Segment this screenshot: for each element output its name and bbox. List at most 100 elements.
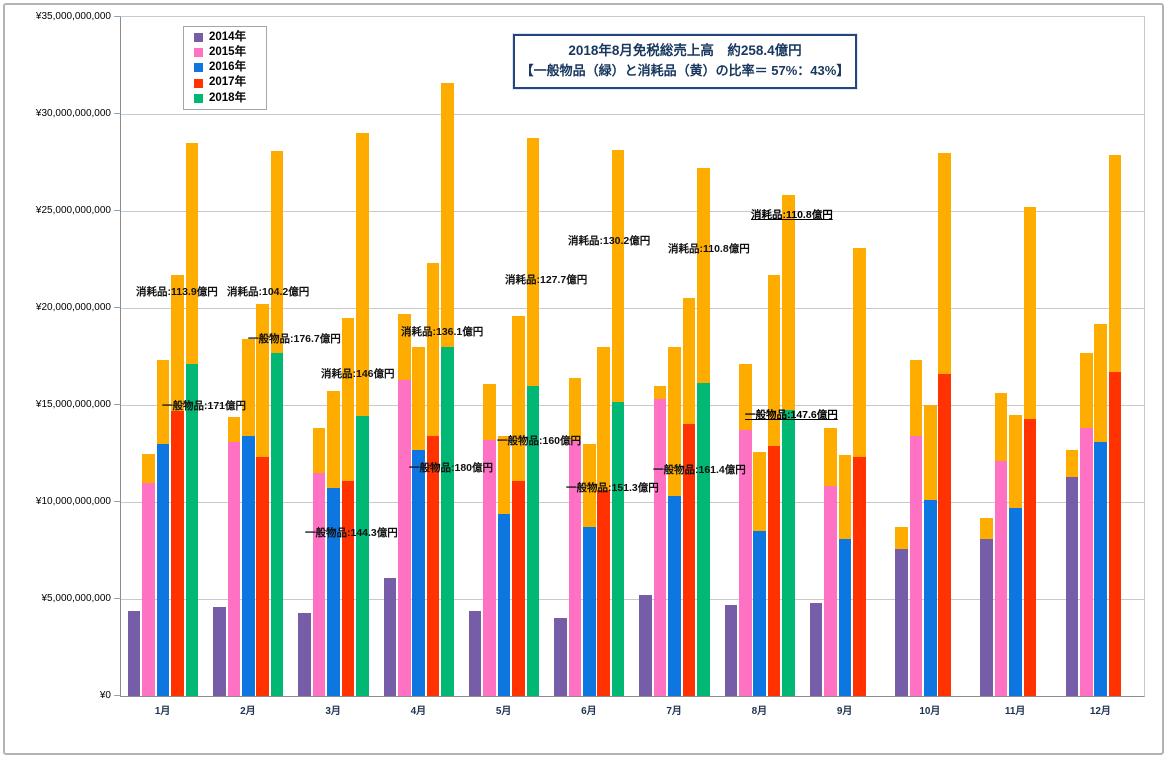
bar-2017年-1月 bbox=[171, 275, 184, 696]
segment-general-items bbox=[256, 457, 269, 696]
gridline bbox=[121, 405, 1144, 406]
segment-general-items bbox=[483, 439, 496, 696]
y-axis-label: ¥5,000,000,000 bbox=[41, 592, 111, 604]
annotation: 消耗品:104.2億円 bbox=[227, 286, 310, 298]
segment-general-items bbox=[582, 527, 596, 696]
annotation: 一般物品:151.3億円 bbox=[566, 482, 659, 494]
legend-item-2015年: 2015年 bbox=[184, 47, 266, 59]
segment-general-items bbox=[682, 424, 696, 696]
annotation: 一般物品:160億円 bbox=[497, 435, 582, 447]
segment-general-items bbox=[312, 472, 326, 696]
segment-general-items bbox=[895, 548, 908, 696]
bar-2016年-10月 bbox=[923, 405, 937, 696]
x-axis-label-9月: 9月 bbox=[836, 706, 853, 717]
bar-2014年-7月 bbox=[639, 595, 652, 696]
segment-general-items bbox=[824, 486, 837, 696]
segment-consumables bbox=[185, 143, 199, 365]
segment-consumables bbox=[994, 393, 1008, 462]
segment-general-items bbox=[497, 513, 511, 696]
legend-item-2017年: 2017年 bbox=[184, 77, 266, 89]
segment-consumables bbox=[853, 247, 866, 458]
plot-area bbox=[120, 16, 1145, 697]
legend-label: 2015年 bbox=[209, 46, 247, 59]
x-axis-label-3月: 3月 bbox=[325, 706, 341, 717]
bar-2018年-1月 bbox=[185, 143, 199, 696]
annotation: 消耗品:146億円 bbox=[321, 368, 395, 380]
segment-general-items bbox=[994, 461, 1008, 696]
segment-general-items bbox=[298, 612, 311, 696]
segment-general-items bbox=[227, 441, 241, 696]
bar-2017年-10月 bbox=[938, 152, 951, 696]
segment-general-items bbox=[426, 436, 440, 696]
segment-consumables bbox=[668, 346, 681, 497]
y-axis-tick bbox=[114, 695, 120, 696]
legend-label: 2016年 bbox=[209, 61, 247, 74]
segment-consumables bbox=[568, 377, 582, 440]
bar-2017年-4月 bbox=[426, 263, 440, 696]
segment-general-items bbox=[980, 538, 993, 696]
segment-general-items bbox=[724, 604, 738, 696]
bar-2015年-2月 bbox=[227, 416, 241, 696]
legend: 2014年 2015年 2016年 2017年 2018年 bbox=[183, 26, 267, 110]
x-axis-label-11月: 11月 bbox=[1004, 706, 1026, 717]
bar-2014年-2月 bbox=[213, 606, 226, 696]
x-axis-label-12月: 12月 bbox=[1089, 706, 1111, 717]
bar-2016年-8月 bbox=[753, 451, 767, 696]
segment-consumables bbox=[782, 194, 795, 410]
segment-consumables bbox=[341, 317, 355, 481]
segment-consumables bbox=[312, 428, 326, 473]
segment-consumables bbox=[1094, 323, 1108, 442]
x-axis-label-1月: 1月 bbox=[154, 706, 171, 717]
annotation: 消耗品:127.7億円 bbox=[505, 274, 588, 286]
segment-consumables bbox=[483, 383, 496, 440]
bar-2017年-8月 bbox=[767, 275, 781, 696]
legend-swatch bbox=[194, 78, 203, 88]
segment-consumables bbox=[241, 339, 255, 437]
legend-label: 2014年 bbox=[209, 30, 247, 43]
x-axis-label-10月: 10月 bbox=[919, 706, 941, 717]
bar-2016年-9月 bbox=[838, 455, 852, 696]
y-axis-label: ¥25,000,000,000 bbox=[35, 204, 111, 216]
bar-2017年-12月 bbox=[1108, 154, 1122, 696]
bar-2015年-3月 bbox=[312, 428, 326, 696]
x-axis-label-8月: 8月 bbox=[751, 706, 768, 717]
bar-2017年-9月 bbox=[853, 247, 866, 696]
y-axis-label: ¥35,000,000,000 bbox=[35, 10, 111, 22]
bar-2014年-12月 bbox=[1065, 449, 1079, 696]
segment-consumables bbox=[1065, 449, 1079, 477]
bar-2015年-11月 bbox=[994, 393, 1008, 696]
segment-general-items bbox=[568, 439, 582, 696]
annotation: 消耗品:110.8億円 bbox=[668, 243, 750, 255]
segment-consumables bbox=[270, 151, 284, 354]
segment-general-items bbox=[1080, 428, 1093, 696]
bar-2018年-3月 bbox=[356, 132, 369, 696]
segment-general-items bbox=[171, 410, 184, 696]
y-axis-label: ¥20,000,000,000 bbox=[35, 301, 111, 313]
y-axis-tick bbox=[114, 501, 120, 502]
y-axis-label: ¥30,000,000,000 bbox=[35, 107, 111, 119]
y-axis-tick bbox=[114, 404, 120, 405]
segment-consumables bbox=[156, 360, 170, 444]
segment-consumables bbox=[412, 346, 426, 450]
gridline bbox=[121, 211, 1144, 212]
annotation: 消耗品:110.8億円 bbox=[751, 209, 833, 221]
segment-general-items bbox=[697, 382, 710, 696]
segment-general-items bbox=[327, 488, 340, 696]
bar-2016年-3月 bbox=[327, 391, 340, 696]
legend-item-2016年: 2016年 bbox=[184, 62, 266, 74]
bar-2016年-11月 bbox=[1009, 414, 1022, 696]
segment-consumables bbox=[256, 304, 269, 458]
bar-2018年-2月 bbox=[270, 151, 284, 696]
segment-consumables bbox=[682, 298, 696, 425]
legend-swatch bbox=[194, 63, 203, 73]
x-axis-label-6月: 6月 bbox=[581, 706, 597, 717]
segment-general-items bbox=[127, 610, 141, 696]
segment-general-items bbox=[1065, 476, 1079, 696]
segment-consumables bbox=[1108, 154, 1122, 373]
segment-general-items bbox=[653, 399, 667, 696]
bar-2015年-9月 bbox=[824, 428, 837, 696]
segment-general-items bbox=[767, 445, 781, 696]
annotation: 一般物品:180億円 bbox=[409, 462, 494, 474]
y-axis-tick bbox=[114, 307, 120, 308]
segment-consumables bbox=[398, 313, 411, 380]
